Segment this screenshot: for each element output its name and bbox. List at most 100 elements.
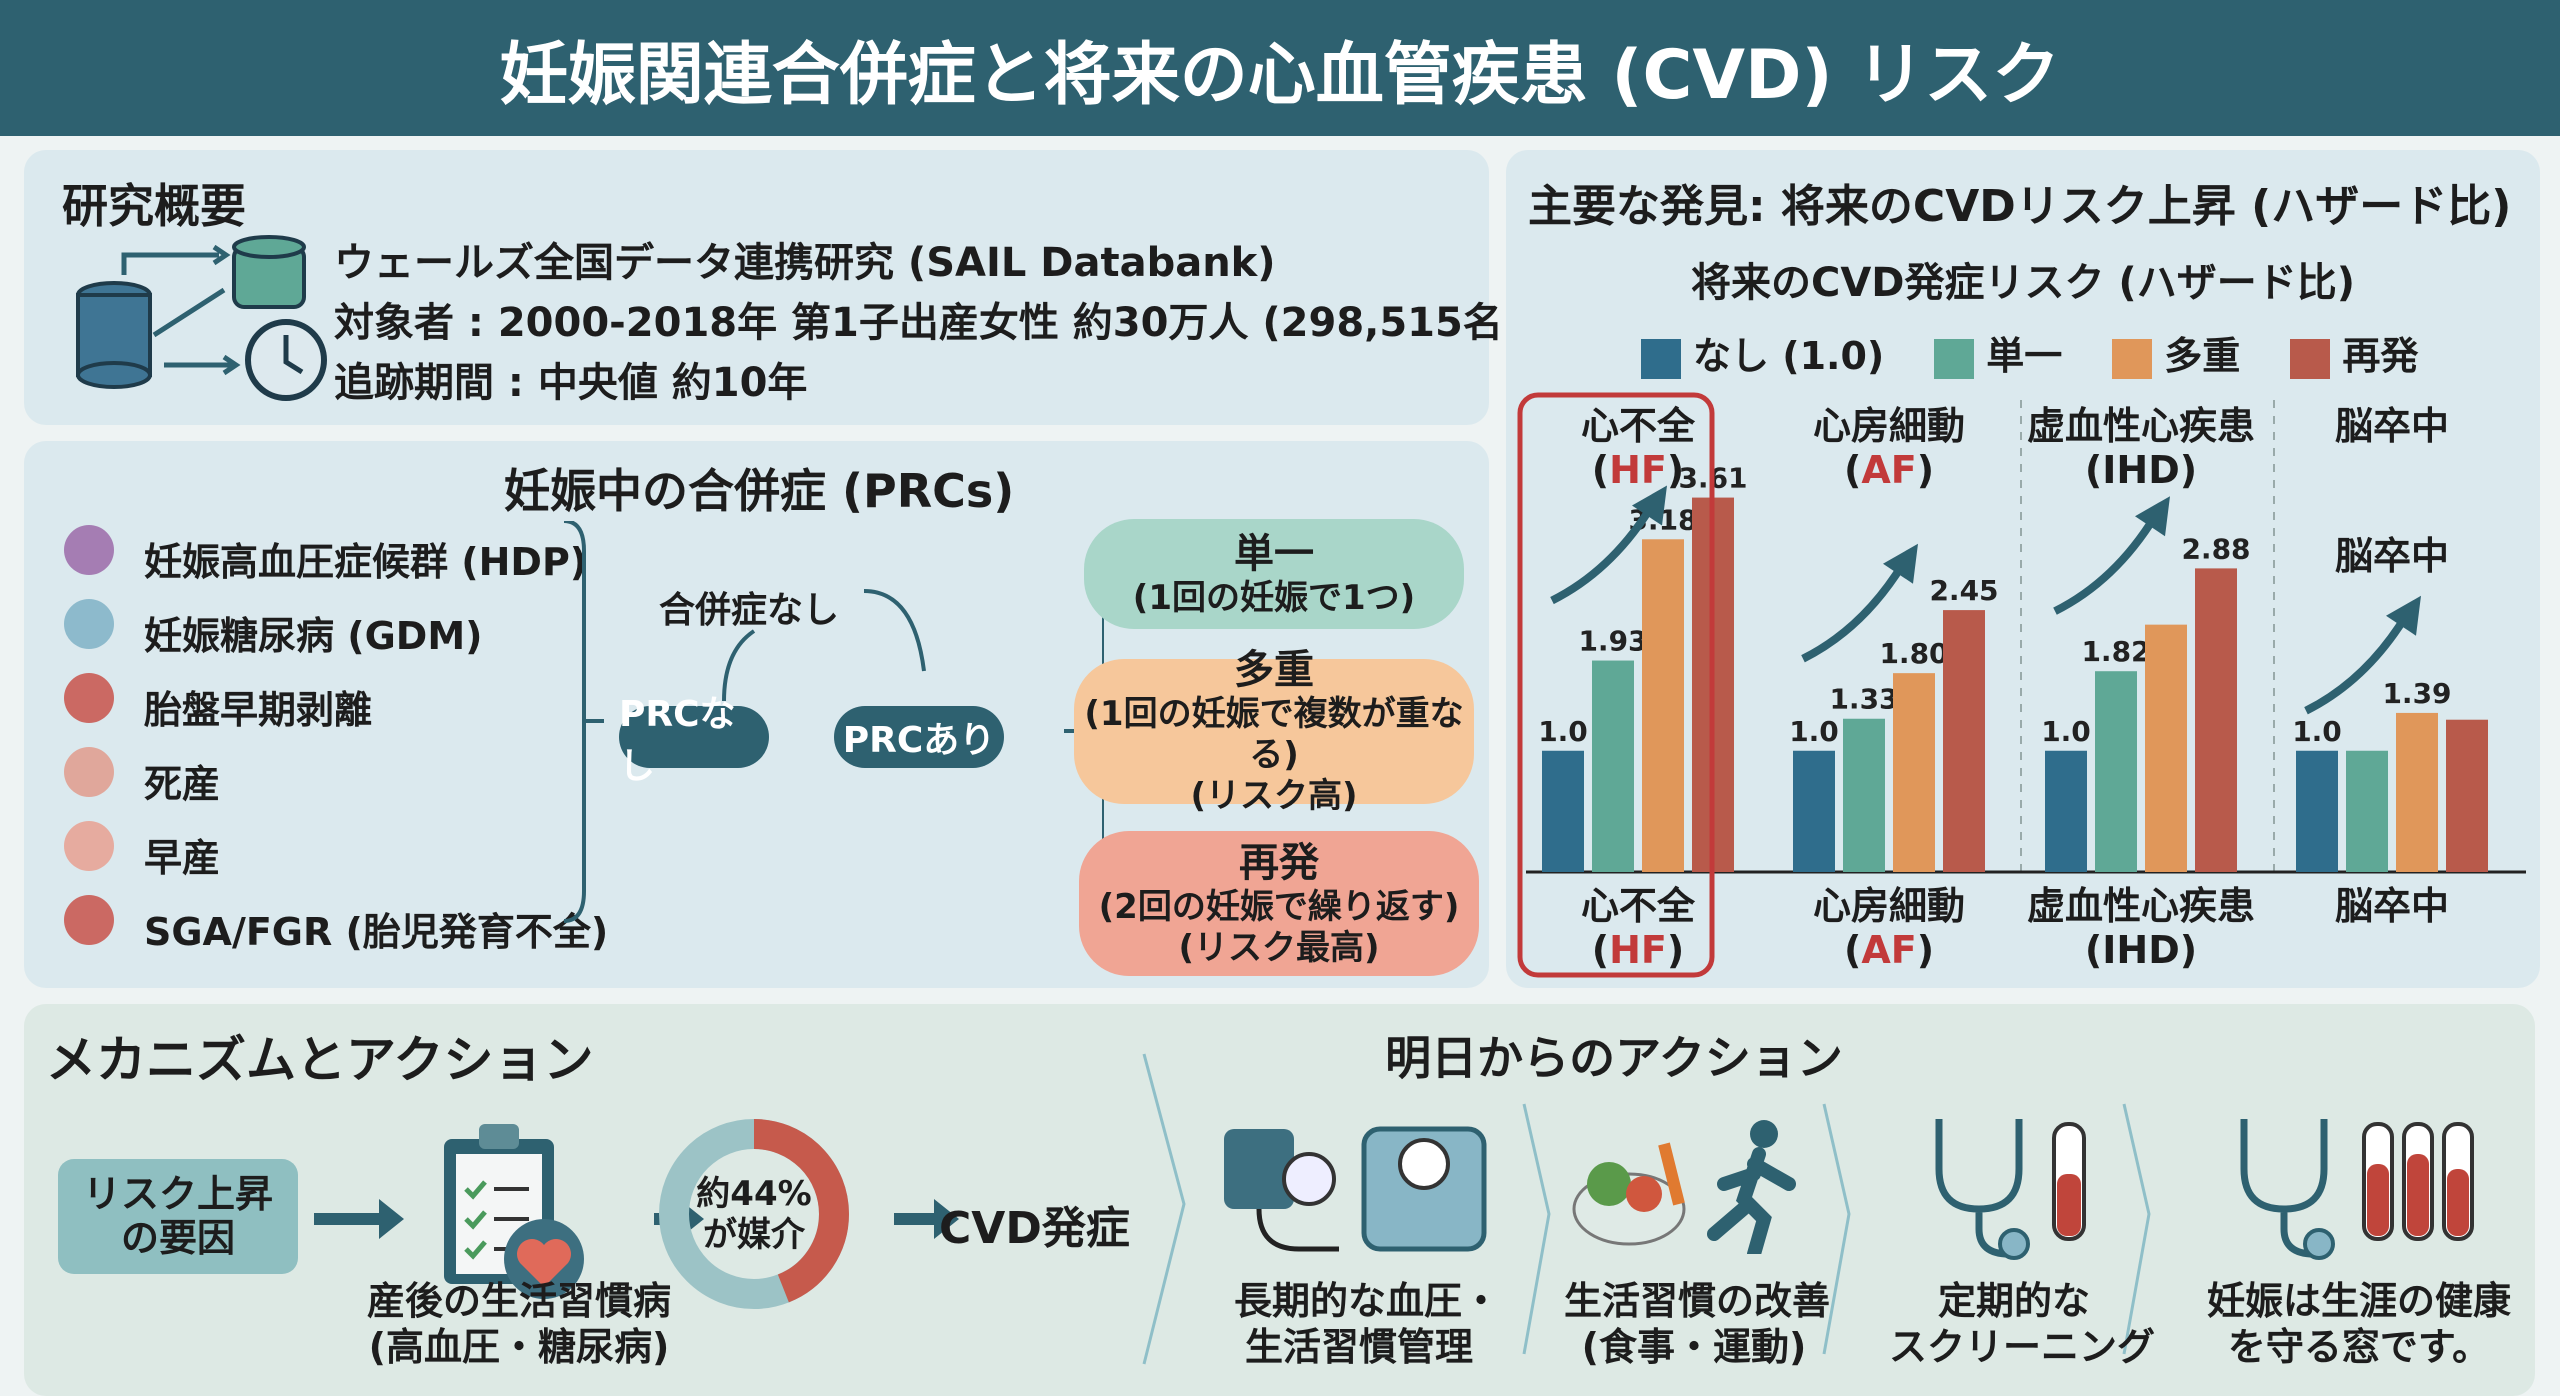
- actions-heading: 明日からのアクション: [1385, 1031, 1843, 1085]
- outcome-multiple: 多重 (1回の妊娠で複数が重なる) (リスク高): [1074, 647, 1474, 816]
- database-clock-icon: [76, 235, 327, 401]
- condition-item: 妊娠高血圧症候群 (HDP): [144, 540, 588, 584]
- category-label-top: 虚血性心疾患 (IHD): [2026, 404, 2255, 492]
- bar-なし-心不全: [1542, 750, 1584, 872]
- stethoscope-tube-icon: [1935, 1119, 2086, 1260]
- condition-item: 死産: [144, 762, 221, 806]
- prc-panel: 妊娠中の合併症 (PRCs) 妊娠高血圧症候群 (HDP) 妊娠糖尿病 (GDM)…: [24, 441, 1489, 988]
- action-item-2: 生活習慣の改善 (食事・運動): [1564, 1279, 1831, 1369]
- condition-item: 胎盤早期剥離: [144, 688, 373, 732]
- bar-多重-脳卒中: [2396, 712, 2438, 872]
- cvd-onset-label: CVD発症: [939, 1203, 1130, 1254]
- cause-line: リスク上昇: [82, 1171, 273, 1216]
- mediation-line: が媒介: [703, 1214, 805, 1255]
- action-item-4: 妊娠は生涯の健康 を守る窓です。: [2206, 1279, 2511, 1369]
- category-label-bottom: 虚血性心疾患 (IHD): [2026, 884, 2255, 972]
- bar-多重-心不全: [1642, 539, 1684, 872]
- trend-arrowhead-icon: [2386, 595, 2421, 636]
- category-label-bottom: 心房細動 (AF): [1812, 884, 1965, 972]
- no-complication-label: 合併症なし: [659, 590, 840, 631]
- highlight-hf-box: [1517, 392, 1715, 978]
- outcome-title: 多重: [1234, 647, 1314, 694]
- bar-単一-虚血性心疾患: [2095, 671, 2137, 872]
- outcome-title: 再発: [1239, 839, 1319, 886]
- clipboard-heart-icon: [444, 1124, 584, 1299]
- category-inner-label: 脳卒中: [2334, 534, 2449, 578]
- trend-arrow-icon: [2053, 514, 2159, 615]
- legend-item: 多重: [2112, 325, 2240, 380]
- bar-value-label: 1.80: [1879, 637, 1948, 670]
- bar-再発-虚血性心疾患: [2195, 568, 2237, 872]
- bar-value-label: 1.0: [2041, 715, 2091, 748]
- condition-icon: [64, 747, 114, 797]
- trend-arrow-icon: [1801, 561, 1907, 663]
- legend-item: 単一: [1934, 325, 2062, 380]
- bar-value-label: 1.33: [1829, 683, 1898, 716]
- findings-heading: 主要な発見: 将来のCVDリスク上昇 (ハザード比): [1528, 181, 2512, 232]
- condition-icon: [64, 673, 114, 723]
- bar-value-label: 1.39: [2382, 677, 2451, 710]
- bar-多重-心房細動: [1893, 673, 1935, 872]
- category-label-top: 心不全 (HF): [1580, 404, 1695, 492]
- bar-value-label: 1.0: [2292, 715, 2342, 748]
- bar-再発-脳卒中: [2446, 719, 2488, 872]
- bar-value-label: 1.0: [1789, 715, 1839, 748]
- bar-なし-脳卒中: [2296, 750, 2338, 872]
- outcome-desc: (1回の妊娠で1つ): [1132, 577, 1416, 618]
- bar-value-label: 2.88: [2181, 532, 2250, 565]
- bar-単一-脳卒中: [2346, 750, 2388, 872]
- postpartum-disease-label: 産後の生活習慣病 (高血圧・糖尿病): [344, 1279, 694, 1370]
- action-item-1: 長期的な血圧・ 生活習慣管理: [1234, 1279, 1501, 1369]
- hazard-ratio-chart: 1.01.933.183.611.01.331.802.451.01.822.8…: [1517, 392, 2526, 978]
- study-overview-panel: 研究概要 ウェールズ全国データ連携研究 (SAIL Databank) 対象者 …: [24, 150, 1521, 425]
- risk-cause-box: リスク上昇 の要因: [58, 1159, 298, 1274]
- blood-pressure-scale-icon: [1224, 1126, 1487, 1252]
- trend-arrow-icon: [1550, 503, 1656, 605]
- food-running-icon: [1572, 1120, 1796, 1254]
- outcome-single: 単一 (1回の妊娠で1つ): [1084, 519, 1464, 629]
- category-label-top: 心房細動 (AF): [1812, 404, 1965, 492]
- stethoscope-tubes-icon: [2240, 1119, 2474, 1260]
- condition-item: 早産: [144, 836, 221, 880]
- disease-line: 産後の生活習慣病: [366, 1279, 671, 1323]
- chart-title: 将来のCVD発症リスク (ハザード比): [1690, 260, 2355, 306]
- overview-line-2: 対象者 : 2000-2018年 第1子出産女性 約30万人 (298,515名…: [334, 300, 1522, 346]
- outcome-sub: (リスク高): [1190, 775, 1358, 816]
- mediation-label: 約44% が媒介: [654, 1174, 854, 1256]
- outcome-desc: (1回の妊娠で複数が重なる): [1084, 694, 1464, 776]
- condition-icon: [64, 525, 114, 575]
- node-prc-yes: PRCあり: [834, 706, 1004, 768]
- mediation-line: 約44%: [696, 1174, 812, 1214]
- condition-item: SGA/FGR (胎児発育不全): [144, 910, 609, 954]
- prc-heading: 妊娠中の合併症 (PRCs): [504, 464, 1015, 518]
- chart-legend: なし (1.0) 単一 多重 再発: [1641, 325, 2418, 380]
- bar-value-label: 1.93: [1578, 625, 1647, 658]
- disease-line: (高血圧・糖尿病): [368, 1324, 670, 1369]
- cause-line: の要因: [120, 1215, 235, 1260]
- overview-line-1: ウェールズ全国データ連携研究 (SAIL Databank): [334, 240, 1276, 286]
- bar-単一-心房細動: [1843, 718, 1885, 872]
- condition-icon: [64, 599, 114, 649]
- outcome-recurrent: 再発 (2回の妊娠で繰り返す) (リスク最高): [1079, 831, 1479, 976]
- page-title: 妊娠関連合併症と将来の心血管疾患 (CVD) リスク: [0, 0, 2560, 136]
- bar-なし-心房細動: [1793, 750, 1835, 872]
- condition-icon: [64, 895, 114, 945]
- bar-なし-虚血性心疾患: [2045, 750, 2087, 872]
- legend-item: 再発: [2290, 325, 2418, 380]
- donut-mediated-segment: [659, 1119, 849, 1309]
- mediation-donut: [659, 1119, 849, 1309]
- mechanism-action-panel: メカニズムとアクション リスク上昇 の要因 産後の生活習慣病 (高血圧・糖尿病) 約…: [24, 1004, 2535, 1396]
- category-label-bottom: 脳卒中: [2334, 884, 2449, 928]
- condition-icon: [64, 821, 114, 871]
- legend-item: なし (1.0): [1641, 325, 1884, 380]
- outcome-title: 単一: [1234, 530, 1314, 577]
- category-label-top: 脳卒中: [2334, 404, 2449, 448]
- mechanism-heading: メカニズムとアクション: [46, 1031, 594, 1089]
- overview-line-3: 追跡期間 : 中央値 約10年: [334, 360, 808, 406]
- category-label-bottom: 心不全 (HF): [1580, 884, 1695, 972]
- trend-arrow-icon: [2304, 613, 2410, 715]
- findings-panel: 主要な発見: 将来のCVDリスク上昇 (ハザード比) 将来のCVD発症リスク (…: [1506, 150, 2540, 988]
- trend-arrowhead-icon: [1632, 485, 1667, 526]
- action-item-3: 定期的な スクリーニング: [1889, 1279, 2156, 1369]
- overview-heading: 研究概要: [62, 179, 246, 233]
